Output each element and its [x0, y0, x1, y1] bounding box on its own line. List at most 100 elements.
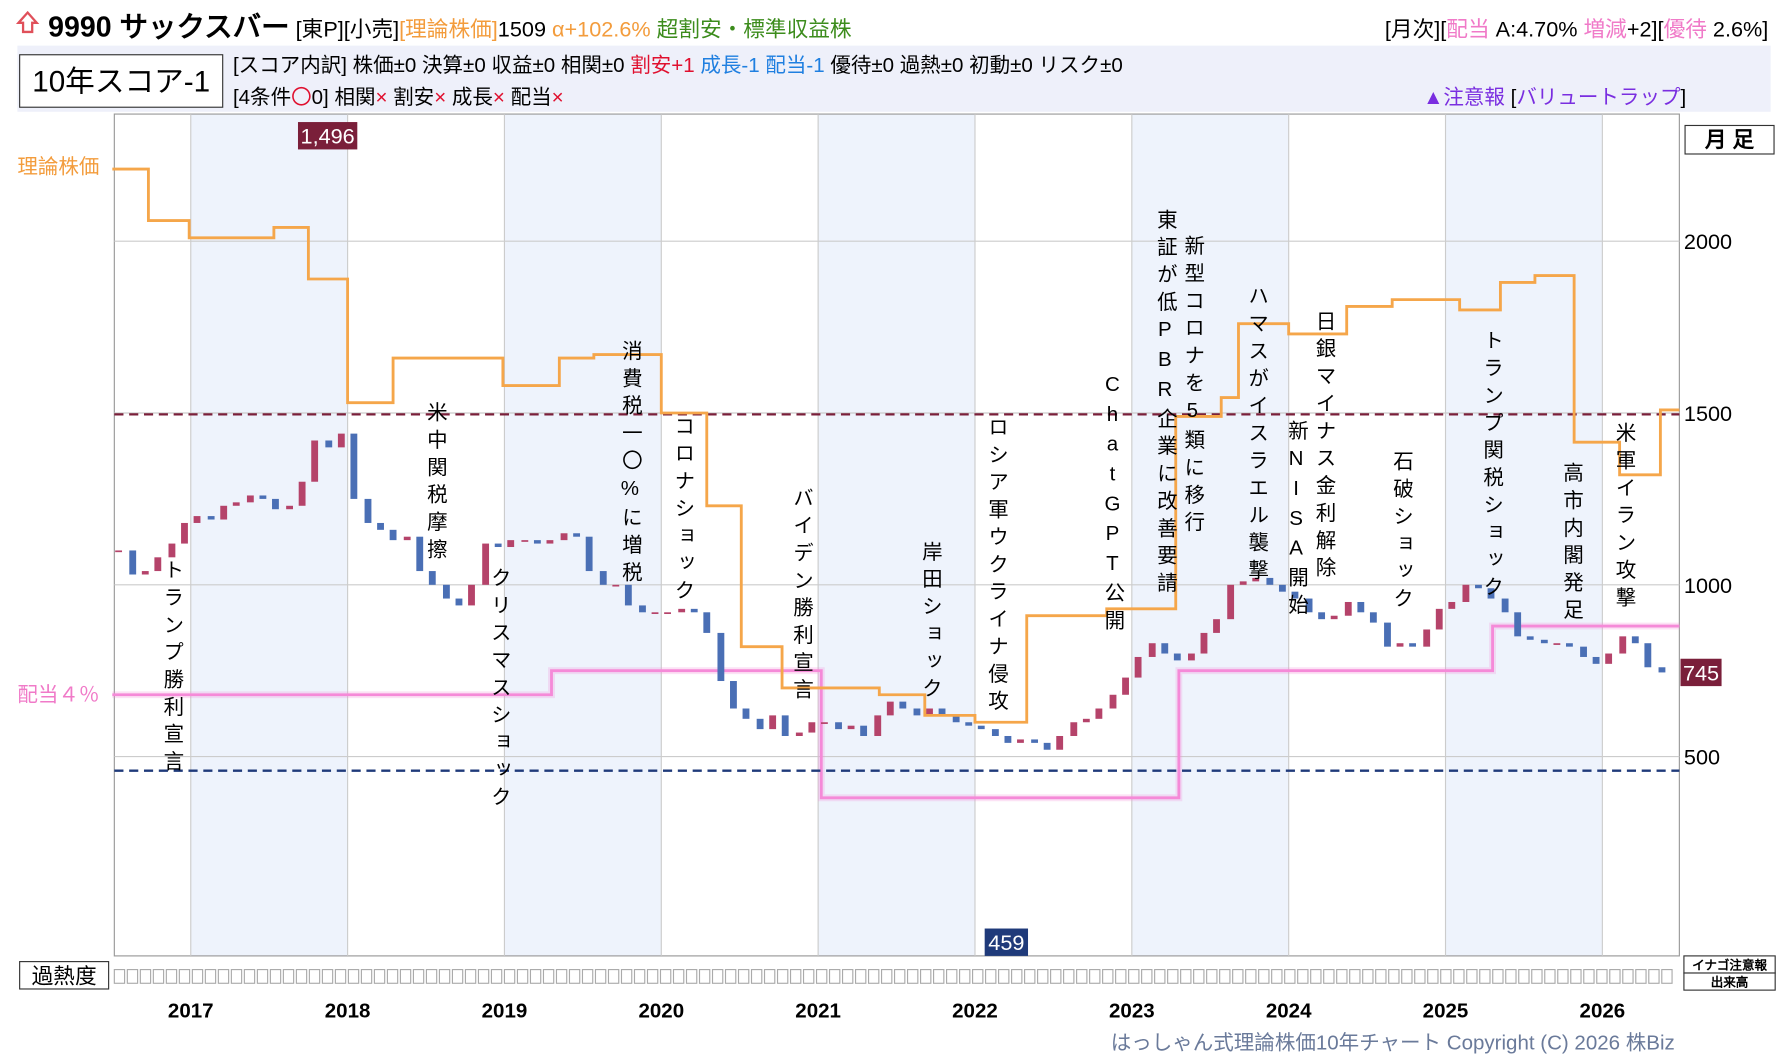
overheat-cell [347, 969, 360, 984]
conditions-part: × [552, 86, 564, 109]
overheat-cell [399, 969, 412, 984]
candle [1344, 601, 1352, 616]
overheat-cell [1050, 969, 1062, 984]
candle [703, 612, 711, 633]
event-label: 高市内閣発足 [1559, 462, 1583, 626]
event-label: 米中関税摩擦 [423, 402, 447, 566]
title-part: [理論株価] [399, 17, 498, 42]
candle [115, 550, 123, 553]
candle [1043, 742, 1051, 750]
overheat-cell [1323, 969, 1335, 984]
candle [624, 584, 632, 606]
x-tick-label: 2025 [1423, 999, 1469, 1022]
low-label: 459 [988, 930, 1024, 955]
period: 月 足 [1704, 127, 1755, 152]
warning-part: ] [1681, 86, 1687, 109]
overheat-cell [880, 969, 893, 984]
overheat-cell [581, 969, 594, 984]
overheat-cell [412, 969, 425, 984]
footer: はっしゃん式理論株価10年チャート Copyright (C) 2026 株Bi… [1111, 1031, 1675, 1054]
overheat-cell [1492, 969, 1504, 984]
overheat-cell [451, 969, 464, 984]
overheat-cell [1115, 969, 1127, 984]
overheat-cell [1336, 969, 1348, 984]
overheat-cell [1063, 969, 1075, 984]
dividend-info-part: 配当 [1446, 17, 1489, 42]
event-label: 消費税一〇%に増税 [618, 340, 642, 589]
volume-label: 出来高 [1711, 975, 1749, 990]
candle [403, 536, 411, 541]
candle [886, 701, 894, 716]
overheat-cell [959, 969, 971, 984]
overheat-cell [373, 969, 386, 984]
candle [1213, 619, 1220, 633]
overheat-cell [464, 969, 477, 984]
candle [899, 701, 907, 709]
overheat-cell [1375, 969, 1387, 984]
header-bg [17, 45, 1771, 112]
score-breakdown-part: 割安+1 [630, 54, 694, 77]
candle [991, 729, 999, 736]
overheat-cell [724, 969, 737, 984]
overheat-cell [815, 969, 828, 984]
candle [730, 681, 737, 709]
overheat-cell [985, 969, 997, 984]
overheat-cell [1076, 969, 1088, 984]
candle [835, 722, 842, 730]
overheat-cell [1609, 969, 1621, 984]
candle [1188, 653, 1195, 661]
event-label: クリスマスショック [487, 567, 510, 813]
candle [1200, 632, 1208, 654]
overheat-cell [1518, 969, 1530, 984]
candle [1017, 739, 1024, 743]
overheat-cell [893, 969, 906, 984]
event-label: 岸田ショック [918, 541, 942, 705]
year-band [1131, 114, 1289, 956]
overheat-cell [841, 969, 854, 984]
overheat-cell [972, 969, 984, 984]
y-tick-label: 2000 [1684, 229, 1732, 254]
x-tick-label: 2026 [1580, 999, 1626, 1022]
candle [1423, 629, 1431, 647]
overheat-cell [776, 969, 789, 984]
conditions-part: × [434, 86, 446, 109]
conditions-part: [4条件 [233, 86, 291, 109]
score-breakdown: [スコア内訳] 株価±0 決算±0 収益±0 相関±0 割安+1 成長-1 配当… [233, 54, 1123, 77]
warning: ▲注意報 [バリュートラップ] [1423, 86, 1686, 109]
candle [364, 498, 372, 523]
candle [1252, 577, 1260, 582]
overheat-cell [1232, 969, 1244, 984]
overheat-cell [308, 969, 321, 984]
candle [612, 584, 620, 587]
overheat-cell [1414, 969, 1426, 984]
candle [678, 608, 686, 613]
overheat-cell [503, 969, 516, 984]
overheat-cell [1349, 969, 1361, 984]
overheat-cell [737, 969, 750, 984]
dividend-label: 配当４％ [17, 684, 99, 707]
event-label: 日銀マイナス金利解除 [1312, 310, 1336, 584]
candle [1357, 601, 1365, 613]
title-part: 超割安・標準収益株 [657, 17, 852, 42]
overheat-cell [1388, 969, 1400, 984]
candle [428, 571, 436, 585]
candle [232, 502, 240, 506]
high-label: 1,496 [301, 124, 355, 149]
conditions-part: 配当 [505, 86, 552, 109]
conditions: [4条件〇0] 相関× 割安× 成長× 配当× [233, 86, 564, 109]
score-breakdown-part: [スコア内訳] 株価±0 決算±0 収益±0 相関±0 [233, 54, 630, 77]
candle [573, 533, 581, 537]
overheat-cell [1011, 969, 1023, 984]
conditions-part: × [493, 86, 505, 109]
overheat-cell [711, 969, 724, 984]
overheat-box [19, 961, 110, 990]
overheat-cell [1544, 969, 1556, 984]
overheat-cell [1648, 969, 1660, 984]
event-label: ロシア軍ウクライナ侵攻 [985, 416, 1009, 717]
overheat-cell [620, 969, 633, 984]
volume-box [1683, 972, 1776, 991]
overheat-cell [828, 969, 841, 984]
last-label: 745 [1683, 660, 1719, 685]
overheat-label: 過熱度 [32, 963, 97, 988]
candle [1291, 591, 1299, 599]
